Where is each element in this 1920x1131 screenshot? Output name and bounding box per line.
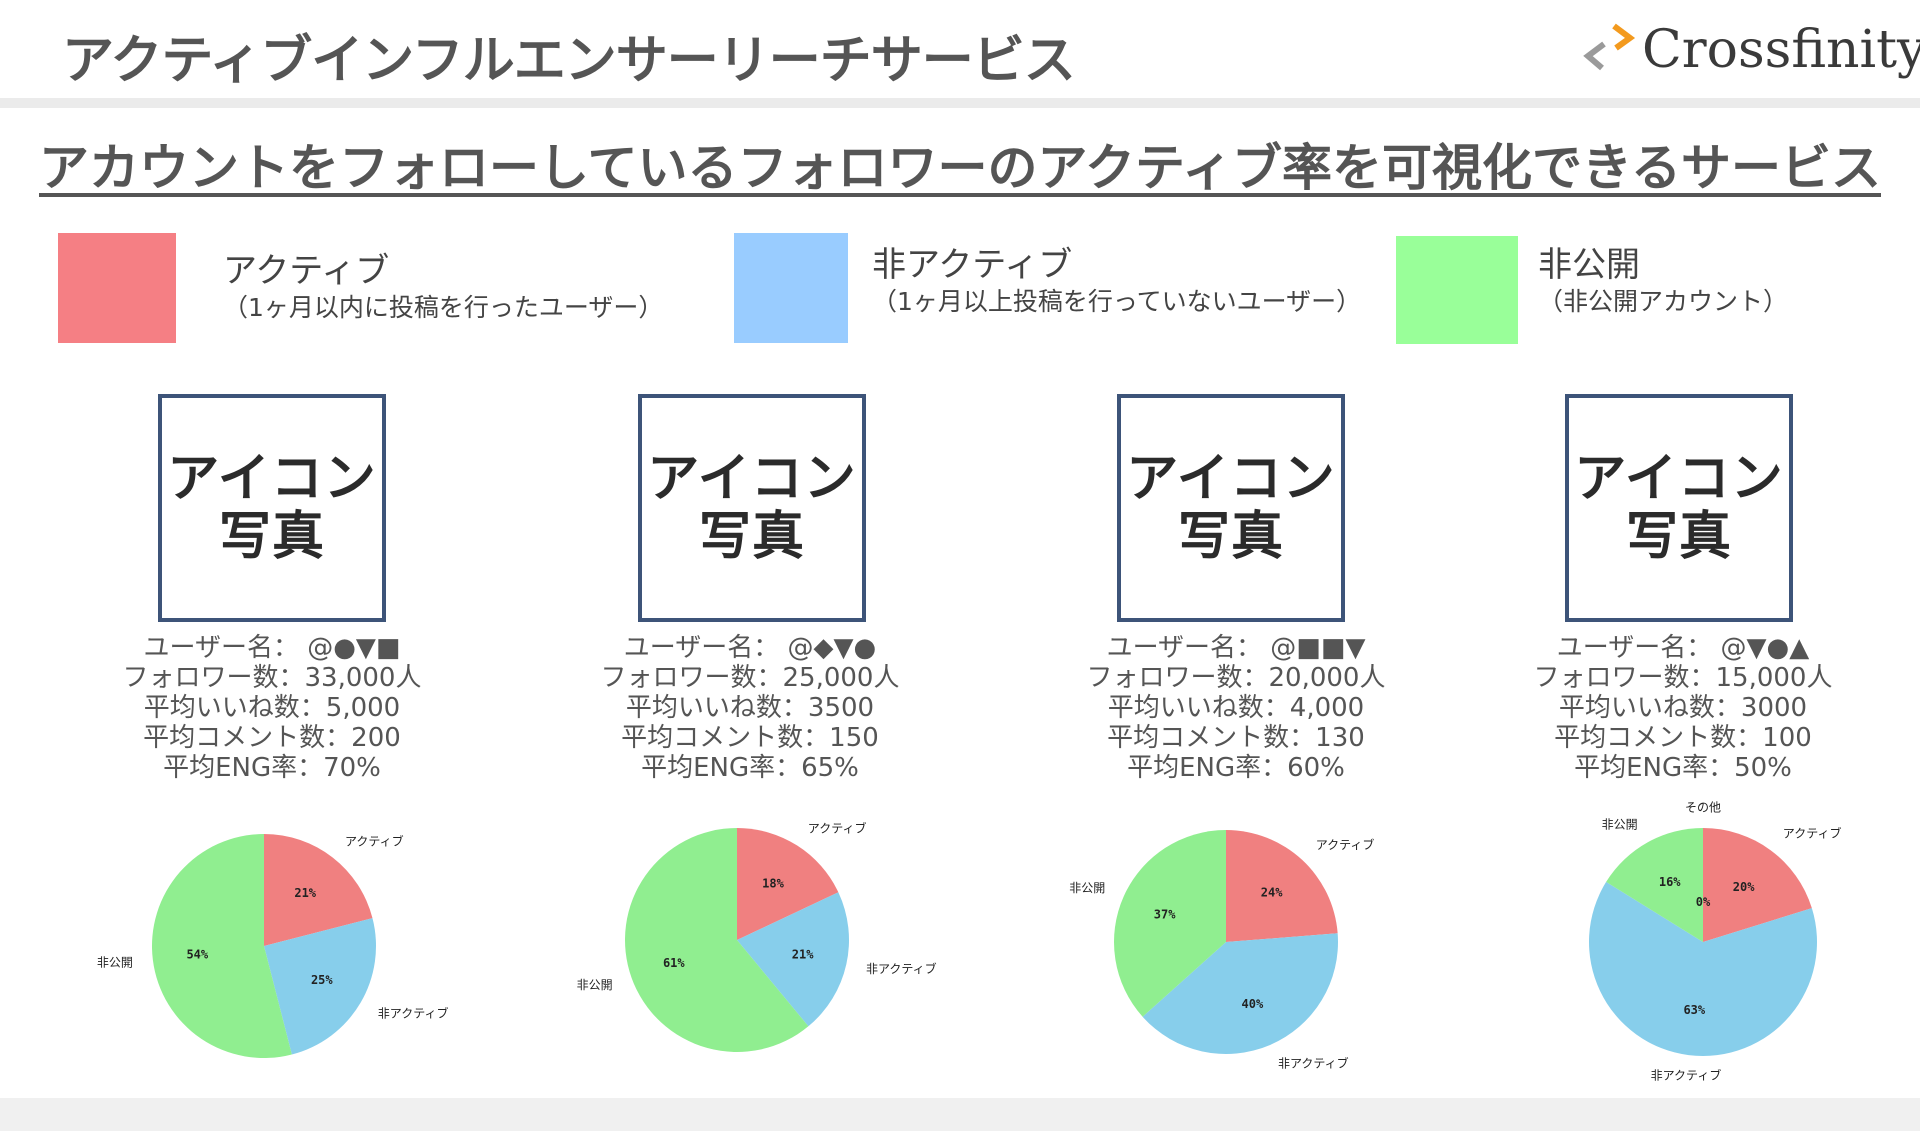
header-divider bbox=[0, 98, 1920, 108]
pie-slice bbox=[1226, 830, 1338, 942]
pie-slice bbox=[264, 834, 373, 946]
pie-category-label: 非アクティブ bbox=[378, 1005, 449, 1020]
stat-followers: フォロワー数：20,000人 bbox=[1086, 663, 1386, 693]
pie-category-label: 非公開 bbox=[97, 956, 133, 970]
pie-percent-label: 40% bbox=[1242, 997, 1264, 1011]
pie-percent-label: 16% bbox=[1659, 875, 1681, 889]
stat-avg-eng-rate: 平均ENG率：70% bbox=[163, 753, 381, 783]
pie-percent-label: 20% bbox=[1733, 880, 1755, 894]
legend-swatch-private bbox=[1396, 236, 1518, 344]
stat-avg-likes: 平均いいね数：3500 bbox=[625, 693, 875, 723]
icon-photo-text-1: アイコン bbox=[647, 449, 857, 509]
pie-chart-3: 24% アクティブ 40% 非アクティブ 37% 非公開 bbox=[1069, 830, 1375, 1071]
page-title: アクティブインフルエンサーリーチサービス bbox=[62, 31, 1076, 91]
pie-slice bbox=[737, 828, 839, 940]
legend-swatch-inactive bbox=[734, 233, 848, 343]
pie-slice bbox=[151, 834, 292, 1058]
stat-followers: フォロワー数：15,000人 bbox=[1533, 663, 1833, 693]
pie-category-label: 非アクティブ bbox=[1278, 1056, 1349, 1071]
icon-photo-text-2: 写真 bbox=[1625, 507, 1732, 567]
stat-avg-comments: 平均コメント数：150 bbox=[621, 723, 879, 753]
pie-category-label: 非アクティブ bbox=[866, 961, 937, 976]
legend-sub-inactive: （1ヶ月以上投稿を行っていないユーザー） bbox=[872, 287, 1362, 316]
pie-slice bbox=[1589, 881, 1818, 1056]
icon-photo-placeholder: アイコン 写真 bbox=[1117, 394, 1345, 622]
pie-category-label: 非公開 bbox=[1069, 881, 1105, 895]
pie-slice bbox=[1703, 828, 1812, 942]
pie-category-label: アクティブ bbox=[345, 834, 404, 849]
legend-sub-active: （1ヶ月以内に投稿を行ったユーザー） bbox=[223, 293, 664, 322]
brand-logo: Crossfinity bbox=[1578, 14, 1920, 84]
stat-avg-eng-rate: 平均ENG率：65% bbox=[641, 753, 859, 783]
stat-username: ユーザー名： @▼●▲ bbox=[1556, 633, 1810, 663]
pie-slice bbox=[1606, 828, 1703, 942]
stat-avg-eng-rate: 平均ENG率：50% bbox=[1574, 753, 1792, 783]
stat-username: ユーザー名： @●▼■ bbox=[143, 633, 401, 663]
stat-avg-eng-rate: 平均ENG率：60% bbox=[1127, 753, 1345, 783]
pie-percent-label: 54% bbox=[186, 947, 208, 961]
account-stats: ユーザー名： @■■▼ フォロワー数：20,000人 平均いいね数：4,000 … bbox=[1046, 633, 1426, 783]
stat-avg-comments: 平均コメント数：130 bbox=[1107, 723, 1365, 753]
pie-slice bbox=[264, 918, 376, 1055]
icon-photo-text-1: アイコン bbox=[167, 449, 377, 509]
pie-percent-label: 21% bbox=[294, 886, 316, 900]
chevron-arrows-logo-icon bbox=[1583, 23, 1636, 71]
pie-chart-2: 18% アクティブ 21% 非アクティブ 61% 非公開 bbox=[577, 820, 937, 1052]
legend-swatch-active bbox=[58, 233, 176, 343]
pie-percent-label: 18% bbox=[762, 876, 784, 890]
pie-slice bbox=[1113, 830, 1226, 1017]
footer-band bbox=[0, 1098, 1920, 1131]
logo-text: Crossfinity bbox=[1642, 20, 1920, 80]
icon-photo-text-1: アイコン bbox=[1574, 449, 1784, 509]
subtitle-text: アカウントをフォローしているフォロワーのアクティブ率を可視化できるサービス bbox=[39, 139, 1881, 197]
account-stats: ユーザー名： @▼●▲ フォロワー数：15,000人 平均いいね数：3000 平… bbox=[1493, 633, 1873, 783]
stat-avg-comments: 平均コメント数：200 bbox=[143, 723, 401, 753]
pie-category-label: アクティブ bbox=[1316, 837, 1375, 852]
legend-label-private: 非公開 bbox=[1538, 245, 1640, 285]
icon-photo-placeholder: アイコン 写真 bbox=[158, 394, 386, 622]
pie-category-label: 非公開 bbox=[577, 978, 613, 992]
pie-chart-4: 20% アクティブ 63% 非アクティブ 16% 非公開 0% その他 bbox=[1589, 801, 1842, 1082]
icon-photo-text-2: 写真 bbox=[218, 507, 325, 567]
icon-photo-placeholder: アイコン 写真 bbox=[1565, 394, 1793, 622]
pie-percent-label: 63% bbox=[1683, 1003, 1705, 1017]
pie-slice bbox=[737, 892, 850, 1027]
pie-category-label: 非公開 bbox=[1602, 817, 1638, 831]
stat-avg-likes: 平均いいね数：3000 bbox=[1558, 693, 1808, 723]
pie-percent-label: 21% bbox=[792, 948, 814, 962]
icon-photo-text-2: 写真 bbox=[1177, 507, 1284, 567]
header: アクティブインフルエンサーリーチサービス Crossfinity bbox=[0, 0, 1920, 98]
legend-sub-private: （非公開アカウント） bbox=[1538, 287, 1789, 316]
icon-photo-placeholder: アイコン 写真 bbox=[638, 394, 866, 622]
pie-slice bbox=[1142, 933, 1338, 1055]
pie-category-label: 非アクティブ bbox=[1651, 1067, 1722, 1082]
icon-photo-text-2: 写真 bbox=[698, 507, 805, 567]
pie-category-label: アクティブ bbox=[1783, 826, 1842, 841]
stat-followers: フォロワー数：33,000人 bbox=[122, 663, 422, 693]
pie-slice bbox=[625, 828, 809, 1052]
icon-photo-text-1: アイコン bbox=[1126, 449, 1336, 509]
pie-category-label: アクティブ bbox=[808, 820, 867, 835]
pie-percent-label: 37% bbox=[1154, 908, 1176, 922]
stat-avg-likes: 平均いいね数：4,000 bbox=[1107, 693, 1365, 723]
legend-label-inactive: 非アクティブ bbox=[872, 245, 1073, 285]
pie-percent-label: 0% bbox=[1696, 895, 1711, 909]
pie-chart-1: 21% アクティブ 25% 非アクティブ 54% 非公開 bbox=[97, 834, 449, 1058]
pie-category-label: その他 bbox=[1685, 801, 1721, 815]
stat-username: ユーザー名： @◆▼● bbox=[623, 633, 877, 663]
stat-avg-likes: 平均いいね数：5,000 bbox=[143, 693, 401, 723]
stat-avg-comments: 平均コメント数：100 bbox=[1554, 723, 1812, 753]
subtitle: アカウントをフォローしているフォロワーのアクティブ率を可視化できるサービス bbox=[0, 128, 1920, 200]
pie-percent-label: 61% bbox=[663, 956, 685, 970]
legend-label-active: アクティブ bbox=[223, 251, 390, 291]
pie-percent-label: 25% bbox=[311, 973, 333, 987]
stat-followers: フォロワー数：25,000人 bbox=[600, 663, 900, 693]
stat-username: ユーザー名： @■■▼ bbox=[1106, 633, 1366, 663]
account-stats: ユーザー名： @◆▼● フォロワー数：25,000人 平均いいね数：3500 平… bbox=[560, 633, 940, 783]
account-stats: ユーザー名： @●▼■ フォロワー数：33,000人 平均いいね数：5,000 … bbox=[82, 633, 462, 783]
pie-percent-label: 24% bbox=[1261, 886, 1283, 900]
